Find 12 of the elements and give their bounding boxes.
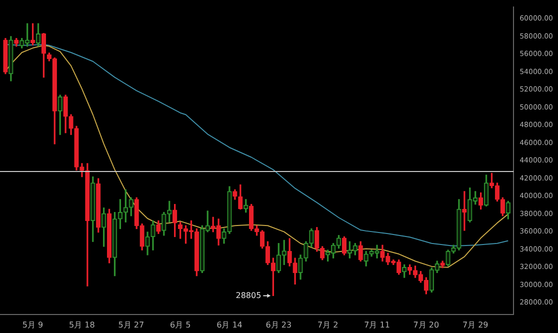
x-tick-label: 7月 29: [462, 320, 488, 330]
x-tick-label: 7月 11: [364, 320, 390, 330]
x-tick-label: 5月 18: [69, 320, 95, 330]
x-tick-label: 6月 5: [170, 320, 191, 330]
x-tick-label: 6月 14: [216, 320, 242, 330]
x-tick-label: 5月 27: [118, 320, 144, 330]
x-tick-label: 7月 2: [317, 320, 338, 330]
x-tick-label: 5月 9: [22, 320, 44, 330]
x-tick-label: 7月 20: [413, 320, 440, 330]
candlestick: [462, 191, 467, 231]
x-tick-label: 6月 23: [266, 320, 292, 330]
annotation: 28805: [236, 290, 262, 300]
